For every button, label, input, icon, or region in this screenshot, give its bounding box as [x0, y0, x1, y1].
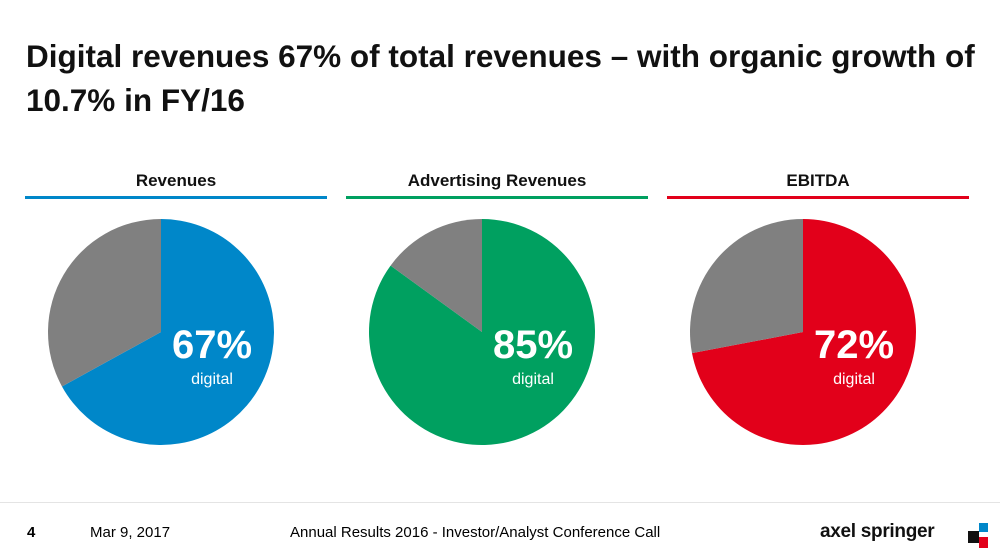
footer-divider: [0, 502, 1000, 503]
slide-title: Digital revenues 67% of total revenues –…: [26, 38, 975, 118]
revenues-digital-slice: [61, 219, 275, 445]
revenues-panel: Revenues 67% digital: [25, 170, 327, 460]
logo-mark-icon: [968, 523, 988, 548]
ebitda-chart-title: EBITDA: [786, 171, 850, 190]
advertising-revenues-pie-chart: 85% digital: [368, 219, 595, 445]
advertising-revenues-panel: Advertising Revenues 85% digital: [346, 170, 648, 460]
ebitda-pie-chart: 72% digital: [689, 219, 916, 445]
ebitda-panel: EBITDA 72% digital: [667, 170, 969, 460]
ebitda-digital-slice: [692, 219, 916, 445]
revenues-other-slice: [48, 219, 161, 387]
advertising-revenues-digital-slice: [368, 219, 595, 445]
revenues-chart-title: Revenues: [135, 171, 217, 190]
ebitda-digital-label: digital: [833, 371, 875, 388]
ebitda-other-slice: [689, 219, 803, 354]
revenues-digital-label: digital: [191, 371, 233, 388]
ebitda-percentage-label: 72%: [814, 323, 894, 367]
revenues-divider: [25, 196, 327, 199]
footer-event-title: Annual Results 2016 - Investor/Analyst C…: [290, 524, 661, 541]
footer-date: Mar 9, 2017: [90, 524, 171, 541]
ebitda-divider: [667, 196, 969, 199]
revenues-pie-chart: 67% digital: [48, 219, 275, 445]
advertising-revenues-digital-label: digital: [512, 371, 554, 388]
advertising-revenues-divider: [346, 196, 648, 199]
page-number: 4: [27, 524, 36, 541]
revenues-percentage-label: 67%: [172, 323, 252, 367]
advertising-revenues-percentage-label: 85%: [493, 323, 573, 367]
advertising-revenues-other-slice: [390, 219, 482, 332]
logo-wordmark: axel springer: [820, 521, 935, 542]
axel-springer-logo: axel springer: [820, 515, 992, 551]
advertising-revenues-chart-title: Advertising Revenues: [407, 171, 587, 190]
